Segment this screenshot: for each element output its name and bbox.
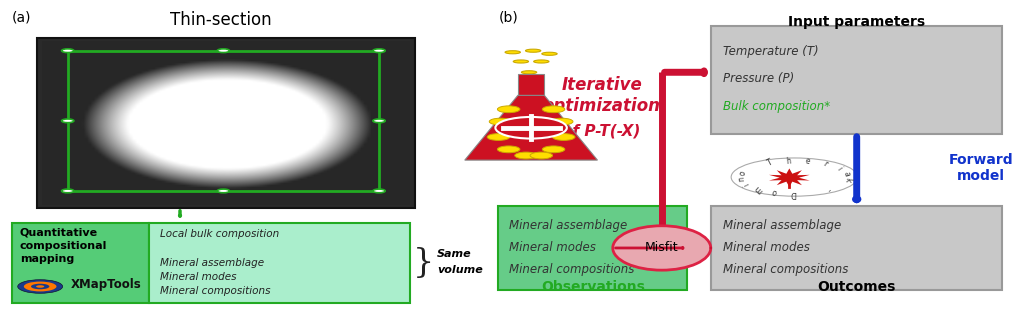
Text: mapping: mapping (19, 254, 74, 264)
Text: (b): (b) (499, 11, 518, 25)
Circle shape (551, 118, 573, 125)
Text: Mineral assemblage: Mineral assemblage (723, 219, 842, 232)
Polygon shape (465, 95, 597, 160)
Text: Pressure (P): Pressure (P) (723, 72, 795, 85)
Bar (711, 207, 1001, 290)
Circle shape (496, 117, 567, 138)
Text: Same: Same (437, 249, 472, 259)
Text: Mineral modes: Mineral modes (160, 272, 237, 282)
Circle shape (217, 189, 229, 193)
Text: }: } (413, 247, 434, 279)
Text: of P-T(-X): of P-T(-X) (562, 123, 641, 138)
Circle shape (553, 134, 575, 140)
Ellipse shape (542, 52, 557, 55)
Circle shape (515, 152, 538, 159)
Bar (150, 223, 410, 304)
Text: Local bulk composition: Local bulk composition (160, 230, 279, 239)
Text: i: i (742, 181, 752, 187)
Ellipse shape (534, 60, 549, 63)
Text: -: - (825, 185, 833, 193)
Circle shape (530, 152, 553, 159)
Circle shape (498, 106, 520, 113)
Ellipse shape (525, 49, 541, 52)
Ellipse shape (521, 71, 537, 74)
Circle shape (498, 146, 520, 153)
Text: Bulk composition*: Bulk composition* (723, 100, 830, 113)
Circle shape (31, 284, 49, 289)
Text: XMapTools: XMapTools (71, 278, 141, 291)
Text: o: o (738, 169, 749, 176)
Text: h: h (785, 156, 792, 166)
Circle shape (373, 49, 385, 53)
Text: Temperature (T): Temperature (T) (723, 44, 818, 58)
Text: Outcomes: Outcomes (817, 280, 895, 294)
Bar (68, 51, 379, 191)
Circle shape (36, 285, 44, 288)
Ellipse shape (513, 60, 528, 63)
Ellipse shape (505, 51, 520, 54)
Circle shape (487, 134, 510, 140)
Circle shape (61, 119, 74, 123)
Circle shape (373, 189, 385, 193)
Circle shape (61, 49, 74, 53)
Text: Mineral compositions: Mineral compositions (509, 263, 634, 276)
Text: r: r (821, 160, 829, 169)
Text: n: n (737, 176, 746, 182)
Text: a: a (842, 170, 851, 177)
Text: Iterative: Iterative (561, 76, 642, 94)
Bar (37, 38, 415, 208)
Text: Observations: Observations (541, 280, 645, 294)
Text: e: e (805, 157, 811, 166)
Circle shape (17, 280, 62, 293)
Text: i: i (835, 165, 843, 172)
Ellipse shape (612, 226, 711, 270)
Text: Quantitative: Quantitative (19, 228, 98, 238)
Bar (11, 223, 150, 304)
Text: m: m (753, 183, 764, 195)
Text: (a): (a) (11, 11, 31, 25)
Circle shape (543, 146, 565, 153)
Text: optimization: optimization (543, 97, 660, 115)
Circle shape (24, 281, 56, 291)
Text: volume: volume (437, 265, 483, 275)
Circle shape (489, 118, 512, 125)
Bar (711, 26, 1001, 134)
Circle shape (373, 119, 385, 123)
Text: Thin-section: Thin-section (170, 11, 271, 29)
Text: Mineral modes: Mineral modes (723, 241, 810, 254)
Polygon shape (769, 169, 810, 187)
Text: k: k (843, 176, 852, 182)
Circle shape (61, 189, 74, 193)
Circle shape (217, 49, 229, 53)
Text: Mineral assemblage: Mineral assemblage (160, 258, 264, 268)
Text: Misfit: Misfit (645, 241, 679, 254)
Text: T: T (766, 158, 774, 168)
Text: Mineral modes: Mineral modes (509, 241, 596, 254)
Circle shape (543, 106, 565, 113)
Text: Forward
model: Forward model (949, 153, 1014, 183)
Text: D: D (791, 188, 797, 198)
Text: Mineral compositions: Mineral compositions (723, 263, 848, 276)
Bar (499, 207, 687, 290)
Text: Mineral compositions: Mineral compositions (160, 286, 270, 296)
Circle shape (731, 158, 858, 196)
Bar (518, 74, 545, 95)
Text: compositional: compositional (19, 241, 108, 251)
Text: Input parameters: Input parameters (787, 15, 925, 29)
Text: o: o (771, 187, 778, 197)
Text: Mineral assemblage: Mineral assemblage (509, 219, 627, 232)
